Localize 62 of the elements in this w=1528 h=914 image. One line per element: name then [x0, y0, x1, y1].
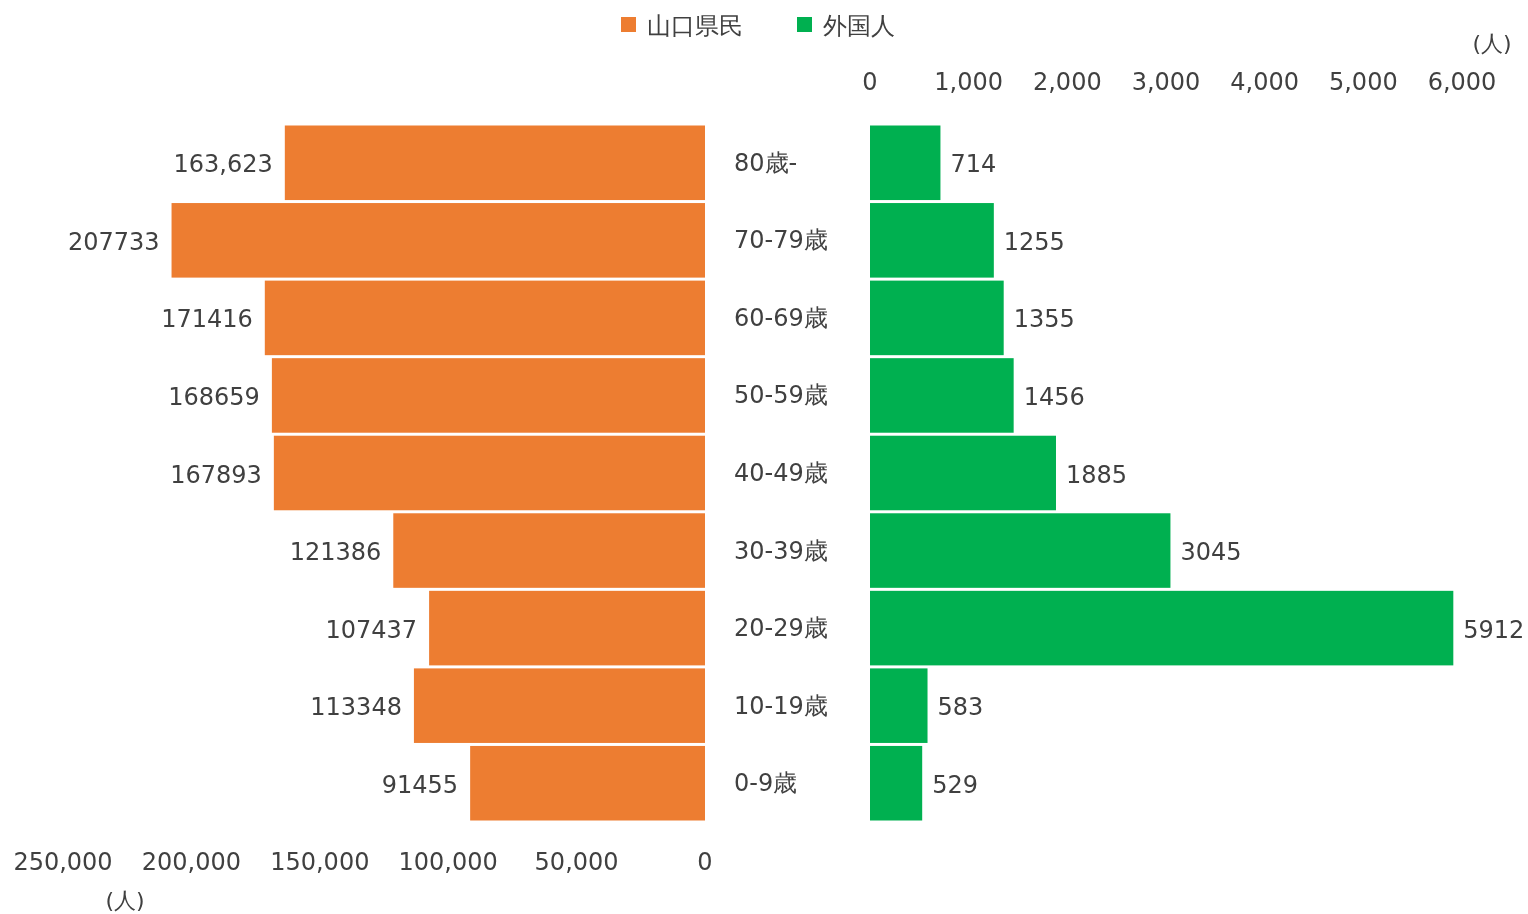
data-label: 171416 [161, 305, 253, 334]
data-label: 168659 [168, 382, 260, 411]
bar [870, 513, 1171, 588]
bar [870, 358, 1014, 433]
y-tick-label: 20-29歳 [734, 614, 828, 643]
bar [413, 668, 705, 743]
x-tick-label: 1,000 [934, 68, 1004, 96]
data-label: 163,623 [173, 150, 273, 179]
bar [284, 125, 705, 201]
bar [264, 280, 705, 356]
y-tick-label: 80歳- [734, 148, 798, 177]
y-tick-label: 60-69歳 [734, 303, 828, 332]
bar [171, 203, 705, 278]
bar [273, 435, 705, 511]
x-tick-label: 2,000 [1032, 68, 1102, 96]
data-label: 1255 [1003, 227, 1065, 256]
data-label: 529 [932, 770, 979, 799]
y-tick-label: 10-19歳 [734, 691, 828, 720]
x-axis-title: (人) [1472, 31, 1512, 56]
x-tick-label: 6,000 [1427, 68, 1497, 96]
bar [870, 280, 1004, 356]
bar [393, 513, 705, 588]
data-label: 1885 [1065, 460, 1128, 489]
data-label: 91455 [381, 770, 459, 799]
data-label: 1355 [1013, 305, 1075, 334]
x-tick-label: 250,000 [13, 848, 113, 876]
x-tick-label: 3,000 [1131, 68, 1201, 96]
x-tick-label: 0 [862, 68, 878, 96]
y-tick-label: 0-9歳 [734, 769, 798, 798]
data-label: 107437 [325, 615, 418, 644]
x-tick-label: 200,000 [141, 848, 242, 876]
data-label: 714 [950, 150, 997, 179]
legend-label: 外国人 [823, 12, 895, 40]
bar [870, 668, 928, 743]
x-tick-label: 0 [697, 848, 713, 876]
x-axis-title: (人) [105, 888, 145, 913]
x-tick-label: 150,000 [270, 848, 370, 876]
bar [870, 745, 923, 821]
x-tick-label: 100,000 [398, 848, 498, 876]
bar [870, 125, 941, 201]
bar [429, 590, 705, 666]
y-tick-label: 30-39歳 [734, 536, 828, 565]
data-label: 1456 [1023, 382, 1085, 411]
bar [870, 435, 1056, 511]
x-tick-label: 5,000 [1328, 68, 1398, 96]
x-tick-label: 50,000 [534, 848, 619, 876]
bar [870, 590, 1454, 666]
bar [271, 358, 705, 433]
y-tick-label: 50-59歳 [734, 381, 828, 410]
data-label: 121386 [289, 538, 382, 567]
data-label: 207733 [67, 227, 160, 256]
y-tick-label: 40-49歳 [734, 459, 828, 487]
data-label: 3045 [1180, 538, 1242, 567]
legend-label: 山口県民 [647, 12, 743, 40]
data-label: 167893 [170, 460, 262, 489]
bar [470, 745, 705, 821]
data-label: 583 [937, 693, 984, 722]
x-tick-label: 4,000 [1230, 68, 1300, 96]
data-label: 113348 [310, 693, 402, 722]
bar [870, 203, 994, 278]
data-label: 5912 [1463, 615, 1525, 644]
y-tick-label: 70-79歳 [734, 226, 828, 255]
